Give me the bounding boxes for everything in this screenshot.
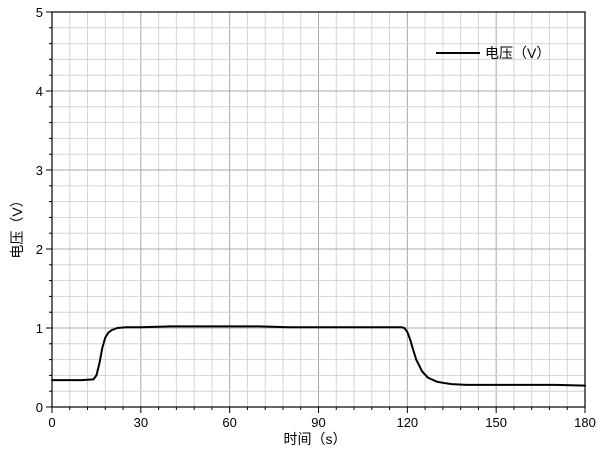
x-tick-label: 120 xyxy=(396,415,418,430)
legend-label: 电压（V） xyxy=(485,45,550,61)
y-tick-label: 3 xyxy=(36,163,43,178)
y-tick-label: 5 xyxy=(36,5,43,20)
axes xyxy=(46,11,586,413)
x-tick-label: 90 xyxy=(311,415,325,430)
y-tick-label: 2 xyxy=(36,242,43,257)
grid xyxy=(52,12,585,407)
y-tick-label: 4 xyxy=(36,84,43,99)
series xyxy=(51,325,586,387)
x-axis-title: 时间（s） xyxy=(284,431,347,447)
x-tick-label: 150 xyxy=(485,415,507,430)
series-line-voltage xyxy=(51,325,586,387)
tick-labels: 0 30 60 90 120 150 180 0 1 2 3 4 5 xyxy=(36,5,596,430)
x-tick-label: 30 xyxy=(134,415,148,430)
x-tick-label: 0 xyxy=(48,415,55,430)
legend: 电压（V） xyxy=(436,45,550,61)
x-tick-label: 180 xyxy=(574,415,596,430)
y-tick-label: 0 xyxy=(36,400,43,415)
y-axis-title: 电压（V） xyxy=(9,193,25,258)
y-tick-label: 1 xyxy=(36,321,43,336)
x-tick-label: 60 xyxy=(222,415,236,430)
